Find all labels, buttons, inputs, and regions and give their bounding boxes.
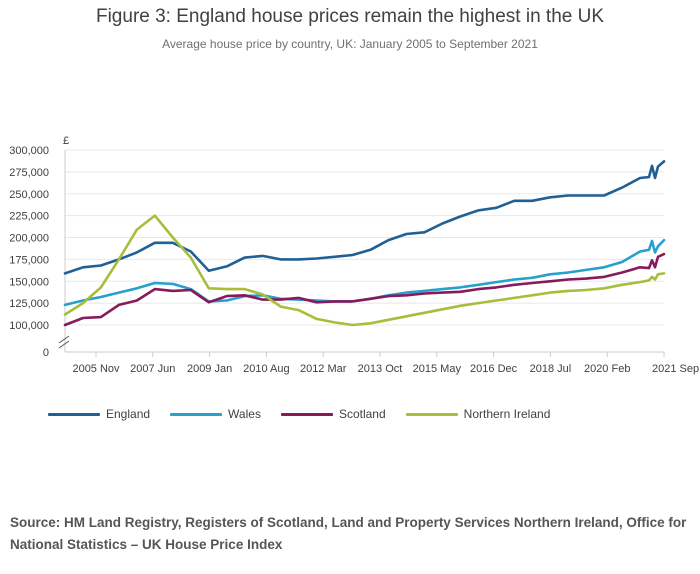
- y-tick-label: 175,000: [9, 254, 49, 266]
- x-tick-label: 2016 Dec: [470, 363, 518, 375]
- legend-label: England: [106, 407, 151, 421]
- y-tick-label: 100,000: [9, 320, 49, 332]
- legend-label: Wales: [228, 407, 261, 421]
- y-tick-label: 300,000: [9, 145, 49, 157]
- x-tick-label: 2021 Sep: [652, 363, 699, 375]
- y-tick-label: 0: [43, 347, 49, 359]
- legend-swatch: [280, 412, 333, 416]
- y-tick-label: 200,000: [9, 233, 49, 245]
- x-axis-ticks: 2005 Nov 2007 Jun 2009 Jan 2010 Aug 2012 Mar…: [72, 352, 699, 375]
- x-tick-label: 2015 May: [413, 363, 462, 375]
- legend: England Wales Scotland Northern Ireland: [48, 407, 570, 421]
- y-tick-label: 125,000: [9, 298, 49, 310]
- x-tick-label: 2012 Mar: [300, 363, 347, 375]
- x-tick-label: 2010 Aug: [243, 363, 290, 375]
- series-line-england: [63, 160, 666, 275]
- source-note: Source: HM Land Registry, Registers of S…: [10, 515, 687, 552]
- chart-title: Figure 3: England house prices remain th…: [95, 6, 605, 27]
- y-axis-unit-label: £: [63, 135, 69, 147]
- y-tick-label: 150,000: [9, 276, 49, 288]
- y-tick-label: 250,000: [9, 189, 49, 201]
- legend-item: England: [48, 407, 150, 421]
- axis-lines: [58, 150, 664, 353]
- y-axis-ticks: 0 100,000 125,000 150,000 175,000 200,000 225,…: [9, 135, 69, 359]
- series-line-scotland: [63, 252, 666, 327]
- series-line-wales: [63, 238, 666, 307]
- x-tick-label: 2005 Nov: [72, 363, 120, 375]
- legend-item: Northern Ireland: [405, 407, 551, 421]
- x-tick-label: 2013 Oct: [358, 363, 403, 375]
- y-tick-label: 275,000: [9, 167, 49, 179]
- series-line-northern-ireland: [63, 214, 666, 327]
- x-tick-label: 2020 Feb: [584, 363, 630, 375]
- legend-item: Scotland: [280, 407, 386, 421]
- axis-break-mark: [58, 340, 70, 349]
- legend-item: Wales: [170, 407, 261, 421]
- legend-label: Scotland: [338, 407, 386, 421]
- grid-lines: [65, 149, 664, 326]
- legend-swatch: [48, 412, 100, 416]
- legend-swatch: [170, 412, 223, 416]
- chart-subtitle: Average house price by country, UK: Janu…: [162, 37, 538, 51]
- legend-label: Northern Ireland: [463, 407, 551, 421]
- series-lines: [63, 160, 666, 327]
- x-tick-label: 2007 Jun: [130, 363, 175, 375]
- legend-swatch: [405, 412, 458, 416]
- x-tick-label: 2018 Jul: [530, 363, 572, 375]
- y-tick-label: 225,000: [9, 211, 49, 223]
- axis-break-mark: [58, 335, 70, 344]
- line-chart: 0 100,000 125,000 150,000 175,000 200,000 225,…: [9, 135, 699, 375]
- x-tick-label: 2009 Jan: [187, 363, 232, 375]
